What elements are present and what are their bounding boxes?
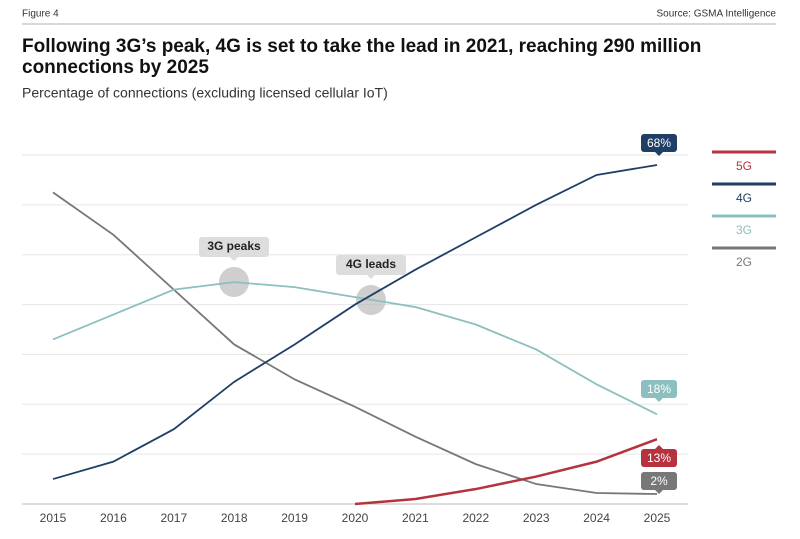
chart-subtitle: Percentage of connections (excluding lic… bbox=[22, 85, 388, 101]
value-label: 2% bbox=[650, 474, 668, 488]
label-box bbox=[641, 449, 677, 467]
legend-label: 5G bbox=[736, 159, 752, 173]
series-line bbox=[52, 191, 658, 495]
annotation-pointer bbox=[230, 257, 238, 261]
label-box bbox=[641, 134, 677, 152]
x-tick-label: 2021 bbox=[402, 511, 429, 525]
figure-label: Figure 4 bbox=[22, 9, 59, 20]
series-line bbox=[52, 164, 658, 480]
x-tick-label: 2020 bbox=[342, 511, 369, 525]
x-tick-label: 2016 bbox=[100, 511, 127, 525]
annotation-box bbox=[199, 237, 269, 257]
label-box bbox=[641, 380, 677, 398]
x-tick-label: 2018 bbox=[221, 511, 248, 525]
label-pointer bbox=[655, 398, 663, 402]
value-label: 68% bbox=[647, 136, 671, 150]
x-tick-label: 2024 bbox=[583, 511, 610, 525]
series-line bbox=[52, 281, 658, 416]
label-box bbox=[641, 472, 677, 490]
value-label: 18% bbox=[647, 382, 671, 396]
x-tick-label: 2025 bbox=[644, 511, 671, 525]
legend-label: 3G bbox=[736, 223, 752, 237]
x-tick-label: 2015 bbox=[40, 511, 67, 525]
x-tick-label: 2019 bbox=[281, 511, 308, 525]
annotation-box bbox=[336, 255, 406, 275]
x-tick-label: 2017 bbox=[160, 511, 187, 525]
label-pointer bbox=[655, 490, 663, 494]
series-line bbox=[354, 438, 658, 506]
annotation-pointer bbox=[367, 275, 375, 279]
x-tick-label: 2022 bbox=[462, 511, 489, 525]
source: Source: GSMA Intelligence bbox=[656, 9, 776, 20]
x-tick-label: 2023 bbox=[523, 511, 550, 525]
annotation: 3G peaks bbox=[207, 239, 261, 253]
label-pointer bbox=[655, 152, 663, 156]
chart-title: Following 3G’s peak, 4G is set to take t… bbox=[22, 36, 701, 78]
label-pointer bbox=[655, 445, 663, 449]
legend-label: 4G bbox=[736, 191, 752, 205]
value-label: 13% bbox=[647, 451, 671, 465]
legend-label: 2G bbox=[736, 255, 752, 269]
annotation: 4G leads bbox=[346, 257, 396, 271]
